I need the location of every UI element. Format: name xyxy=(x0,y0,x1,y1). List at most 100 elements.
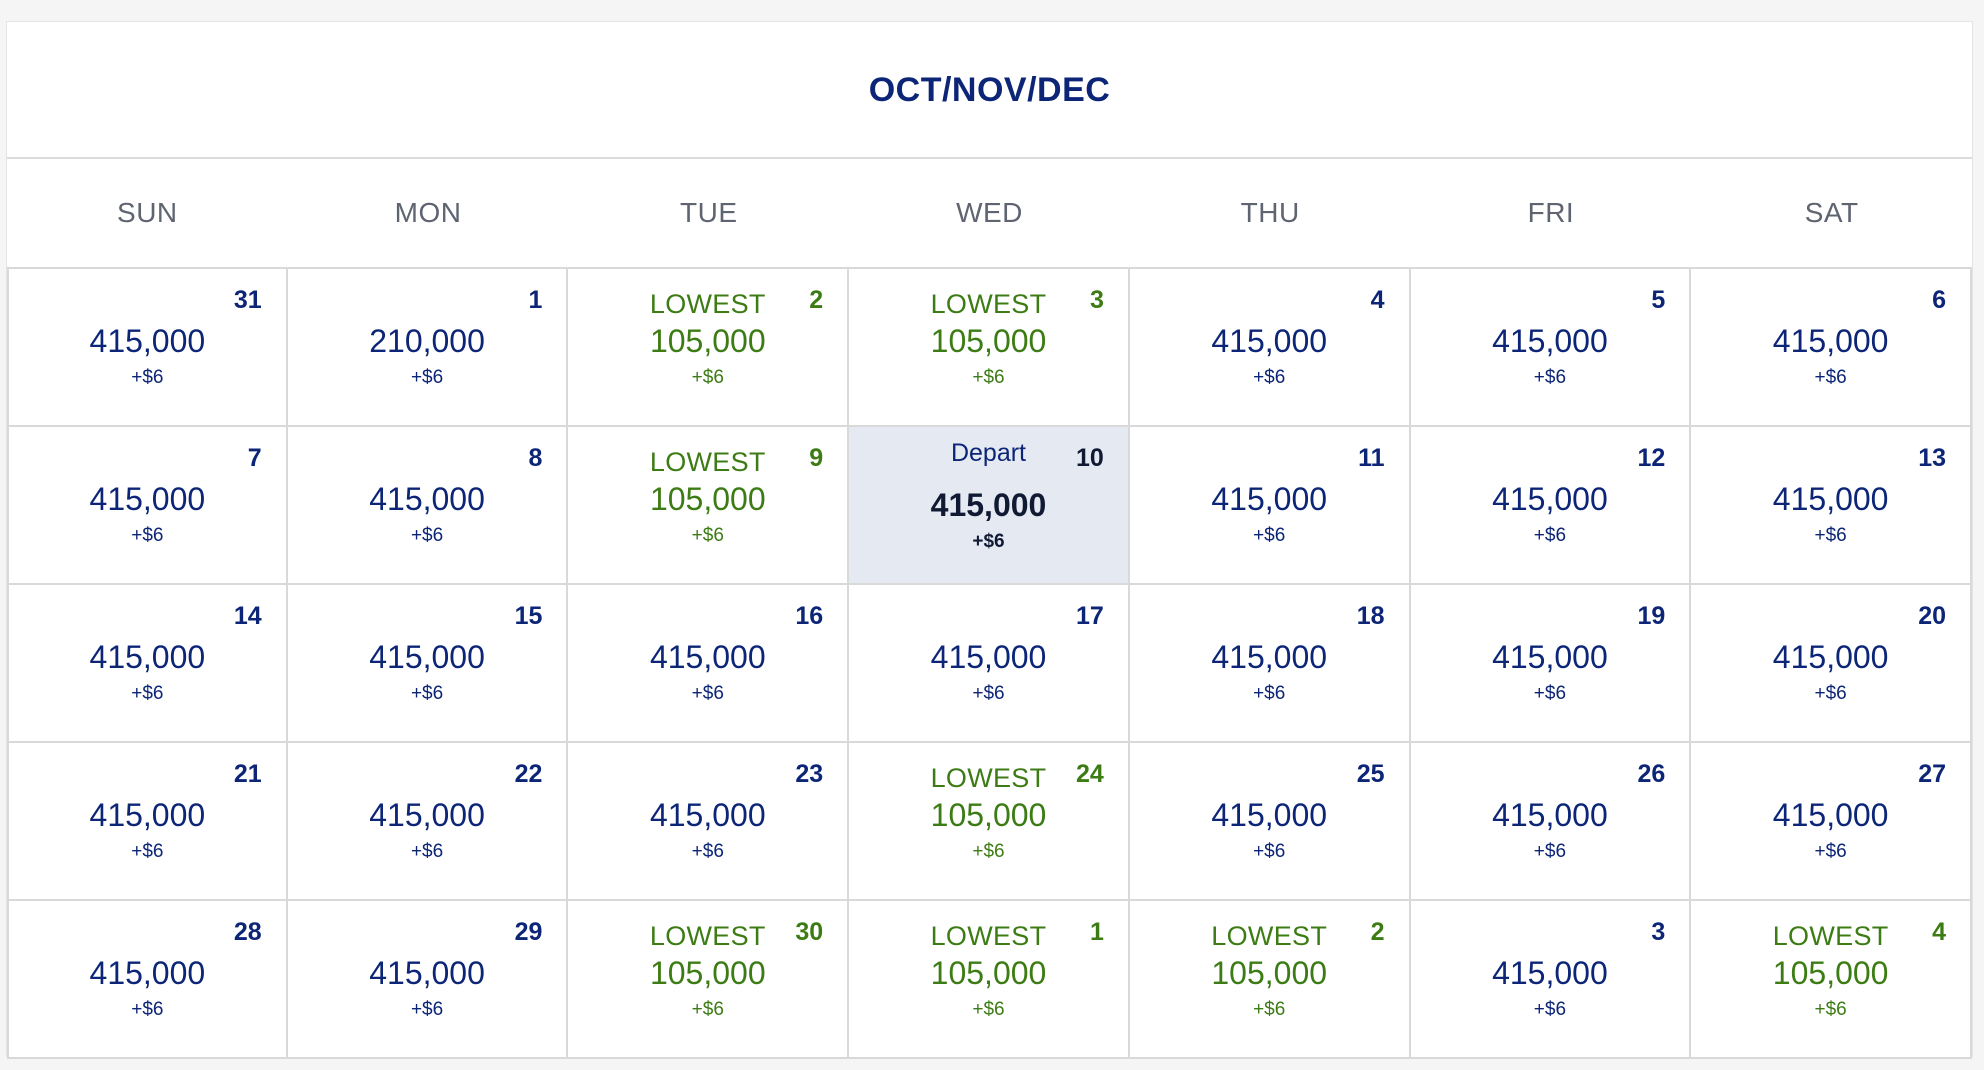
lowest-badge: LOWEST xyxy=(1211,921,1328,951)
calendar-day-cell[interactable]: 20 415,000 +$6 xyxy=(1691,585,1972,743)
weekday-fri: FRI xyxy=(1527,197,1575,228)
calendar-day-cell[interactable]: 19 415,000 +$6 xyxy=(1410,585,1692,743)
tax-fee: +$6 xyxy=(1533,367,1567,388)
tax-fee: +$6 xyxy=(972,999,1005,1020)
tax-fee: +$6 xyxy=(691,683,724,704)
miles-price: 415,000 xyxy=(1772,639,1889,675)
miles-price: 415,000 xyxy=(649,797,766,833)
calendar-day-cell[interactable]: 31 415,000 +$6 xyxy=(7,269,288,427)
calendar-day-cell[interactable]: LOWEST 24 105,000 +$6 xyxy=(849,743,1130,901)
calendar-day-cell[interactable]: 3 415,000 +$6 xyxy=(1410,901,1692,1059)
calendar-day-cell[interactable]: 23 415,000 +$6 xyxy=(568,743,850,901)
day-number: 21 xyxy=(233,760,262,788)
calendar-day-cell[interactable]: 4 415,000 +$6 xyxy=(1129,269,1411,427)
calendar-day-cell[interactable]: LOWEST 2 105,000 +$6 xyxy=(1129,901,1411,1059)
miles-price: 415,000 xyxy=(369,797,485,833)
miles-price: 415,000 xyxy=(649,639,766,675)
calendar-day-cell[interactable]: 7 415,000 +$6 xyxy=(7,427,288,585)
tax-fee: +$6 xyxy=(410,841,444,862)
day-number: 19 xyxy=(1637,602,1666,630)
calendar-day-cell[interactable]: LOWEST 1 105,000 +$6 xyxy=(849,901,1130,1059)
calendar-day-cell[interactable]: 5 415,000 +$6 xyxy=(1410,269,1692,427)
calendar-day-cell[interactable]: LOWEST 3 105,000 +$6 xyxy=(849,269,1130,427)
miles-price: 415,000 xyxy=(369,955,485,991)
miles-price: 415,000 xyxy=(1772,797,1889,833)
miles-price: 210,000 xyxy=(369,323,485,359)
tax-fee: +$6 xyxy=(1814,683,1847,704)
day-number: 13 xyxy=(1918,444,1946,472)
tax-fee: +$6 xyxy=(1533,841,1567,862)
lowest-badge: LOWEST xyxy=(649,921,766,951)
calendar-day-cell[interactable]: 14 415,000 +$6 xyxy=(7,585,288,743)
calendar-day-cell[interactable]: 8 415,000 +$6 xyxy=(287,427,569,585)
tax-fee: +$6 xyxy=(1533,525,1567,546)
calendar-day-cell[interactable]: 6 415,000 +$6 xyxy=(1691,269,1972,427)
tax-fee: +$6 xyxy=(1253,683,1286,704)
miles-price: 415,000 xyxy=(89,639,206,675)
calendar-day-cell[interactable]: LOWEST 2 105,000 +$6 xyxy=(568,269,850,427)
calendar-day-cell[interactable]: 27 415,000 +$6 xyxy=(1691,743,1972,901)
day-number: 24 xyxy=(1076,760,1104,788)
calendar-day-cell[interactable]: LOWEST 30 105,000 +$6 xyxy=(568,901,850,1059)
miles-price: 105,000 xyxy=(649,481,766,517)
miles-price: 415,000 xyxy=(930,639,1047,675)
tax-fee: +$6 xyxy=(410,367,444,388)
calendar-day-cell[interactable]: LOWEST 4 105,000 +$6 xyxy=(1691,901,1972,1059)
day-number: 28 xyxy=(233,918,262,946)
calendar-day-cell[interactable]: LOWEST 9 105,000 +$6 xyxy=(568,427,850,585)
tax-fee: +$6 xyxy=(1253,841,1286,862)
calendar-day-cell[interactable]: 11 415,000 +$6 xyxy=(1129,427,1411,585)
tax-fee: +$6 xyxy=(1814,841,1847,862)
miles-price: 415,000 xyxy=(1211,797,1328,833)
tax-fee: +$6 xyxy=(1814,525,1847,546)
tax-fee: +$6 xyxy=(1814,999,1847,1020)
calendar-day-cell[interactable]: 25 415,000 +$6 xyxy=(1129,743,1411,901)
calendar-day-cell[interactable]: 29 415,000 +$6 xyxy=(287,901,569,1059)
tax-fee: +$6 xyxy=(410,683,444,704)
miles-price: 105,000 xyxy=(1211,955,1328,991)
miles-price: 415,000 xyxy=(1211,323,1328,359)
miles-price: 415,000 xyxy=(89,481,206,517)
tax-fee: +$6 xyxy=(131,683,164,704)
calendar-day-cell[interactable]: 17 415,000 +$6 xyxy=(849,585,1130,743)
weekday-tue: TUE xyxy=(680,197,738,228)
day-number: 27 xyxy=(1918,760,1946,788)
day-number: 3 xyxy=(1651,918,1666,946)
day-number: 2 xyxy=(1370,918,1385,946)
day-number: 3 xyxy=(1089,286,1104,314)
miles-price: 105,000 xyxy=(930,323,1047,359)
fare-calendar: OCT/NOV/DEC SUN MON TUE WED THU FRI SAT … xyxy=(6,21,1973,1059)
calendar-day-cell[interactable]: 18 415,000 +$6 xyxy=(1129,585,1411,743)
tax-fee: +$6 xyxy=(131,841,164,862)
calendar-day-cell[interactable]: 16 415,000 +$6 xyxy=(568,585,850,743)
calendar-day-cell[interactable]: 15 415,000 +$6 xyxy=(287,585,569,743)
tax-fee: +$6 xyxy=(131,525,164,546)
tax-fee: +$6 xyxy=(1814,367,1847,388)
calendar-title: OCT/NOV/DEC xyxy=(7,22,1972,159)
calendar-day-cell-selected[interactable]: Depart 10 415,000 +$6 xyxy=(849,427,1130,585)
calendar-grid: 31 415,000 +$6 1 210,000 +$6 LOWEST 2 105,000 +$6… xyxy=(7,267,1972,1059)
calendar-day-cell[interactable]: 21 415,000 +$6 xyxy=(7,743,288,901)
weekday-header: SUN MON TUE WED THU FRI SAT xyxy=(7,159,1972,267)
tax-fee: +$6 xyxy=(972,531,1005,552)
calendar-day-cell[interactable]: 26 415,000 +$6 xyxy=(1410,743,1692,901)
tax-fee: +$6 xyxy=(1253,367,1286,388)
tax-fee: +$6 xyxy=(972,841,1005,862)
calendar-day-cell[interactable]: 13 415,000 +$6 xyxy=(1691,427,1972,585)
calendar-day-cell[interactable]: 12 415,000 +$6 xyxy=(1410,427,1692,585)
weekday-mon: MON xyxy=(394,197,462,228)
calendar-day-cell[interactable]: 1 210,000 +$6 xyxy=(287,269,569,427)
day-number: 26 xyxy=(1637,760,1666,788)
day-number: 22 xyxy=(514,760,543,788)
calendar-day-cell[interactable]: 28 415,000 +$6 xyxy=(7,901,288,1059)
calendar-day-cell[interactable]: 22 415,000 +$6 xyxy=(287,743,569,901)
day-number: 2 xyxy=(809,286,824,314)
tax-fee: +$6 xyxy=(131,999,164,1020)
day-number: 17 xyxy=(1076,602,1104,630)
lowest-badge: LOWEST xyxy=(930,921,1047,951)
tax-fee: +$6 xyxy=(691,841,724,862)
miles-price: 415,000 xyxy=(89,797,206,833)
miles-price: 105,000 xyxy=(1772,955,1889,991)
tax-fee: +$6 xyxy=(972,367,1005,388)
day-number: 14 xyxy=(233,602,262,630)
